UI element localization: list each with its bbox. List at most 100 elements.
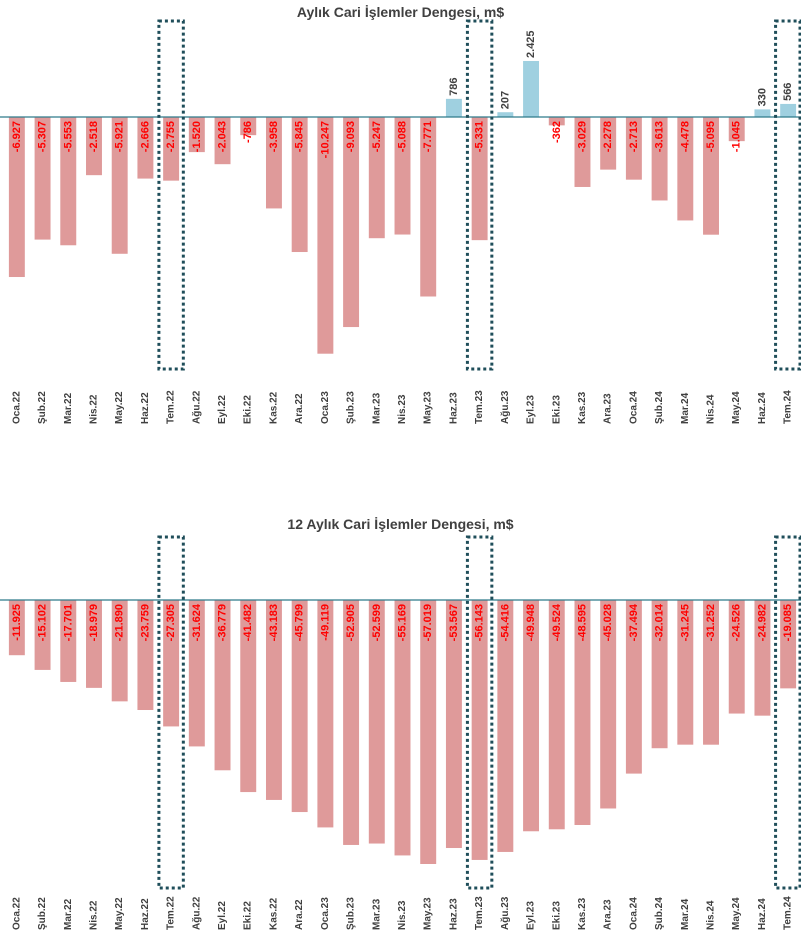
value-label-Kas.23: -3.029 [576,121,588,152]
value-label-Nis.23: -5.088 [397,121,409,152]
bar-Haz.22 [137,600,154,711]
highlight-box-Tem.23 [465,19,494,371]
category-label-Tem.22: Tem.22 [166,390,177,424]
category-label-Oca.24: Oca.24 [628,897,639,930]
rolling-bar-plot: -11.925 -15.102 -17.701 -18.979 -21.890 -23.7… [0,535,801,930]
value-label-Ara.22: -45.799 [294,604,306,641]
category-label-Şub.24: Şub.24 [654,897,665,930]
value-label-Oca.22: -6.927 [11,121,23,152]
bar-Eki.22 [240,117,257,136]
bar-Mar.24 [677,117,694,221]
category-label-Nis.24: Nis.24 [706,900,717,930]
category-label-Ara.22: Ara.22 [294,899,305,930]
bar-Şub.23 [343,117,360,328]
bar-May.22 [111,117,128,254]
highlight-box-Tem.22 [157,19,185,371]
category-label-Haz.22: Haz.22 [140,392,151,424]
category-label-Ağu.22: Ağu.22 [191,896,202,930]
value-label-Şub.23: -52.905 [345,604,357,641]
value-label-Eki.22: -786 [242,121,254,143]
category-label-Tem.23: Tem.23 [474,896,485,930]
value-label-Eyl.22: -2.043 [217,121,229,152]
value-label-Tem.23: -56.143 [474,604,486,641]
bar-Haz.24 [754,109,771,117]
value-label-Nis.22: -2.518 [88,121,100,152]
value-label-Ağu.22: -31.624 [191,603,203,641]
bar-Eyl.23 [523,600,540,832]
value-label-May.23: -57.019 [422,604,434,641]
bar-Kas.22 [265,117,282,209]
value-label-Haz.24: 330 [756,88,768,106]
value-label-Şub.22: -5.307 [37,121,49,152]
category-label-Mar.23: Mar.23 [371,898,382,930]
bar-Şub.22 [34,117,51,240]
value-label-Tem.22: -27.305 [165,604,177,641]
category-label-Mar.22: Mar.22 [63,392,74,424]
category-label-Kas.22: Kas.22 [268,897,279,930]
category-label-Eyl.22: Eyl.22 [217,901,228,930]
bar-Ağu.23 [497,600,514,852]
bar-Nis.23 [394,600,411,856]
category-label-Eyl.23: Eyl.23 [526,901,537,930]
category-label-Haz.24: Haz.24 [757,392,768,424]
value-label-Oca.24: -2.713 [628,121,640,152]
bar-Nis.24 [703,117,719,235]
bar-Nis.23 [394,117,411,235]
category-label-May.22: May.22 [114,897,125,930]
bar-Şub.23 [343,600,360,845]
value-label-Ağu.22: -1.520 [191,121,203,152]
value-label-Tem.22: -2.755 [165,121,177,152]
monthly-bar-plot: -6.927 -5.307 -5.553 -2.518 -5.921 -2.666 -2.7… [0,19,801,424]
value-label-Nis.24: -5.095 [705,121,717,152]
value-label-Şub.23: -9.093 [345,121,357,152]
bar-Mar.23 [368,600,385,844]
bar-Haz.23 [445,600,462,849]
bar-Eki.22 [240,600,257,793]
category-label-Oca.23: Oca.23 [320,391,331,424]
bar-Mar.23 [368,117,385,239]
category-label-Mar.22: Mar.22 [63,898,74,930]
category-label-Nis.22: Nis.22 [88,900,99,930]
category-label-May.23: May.23 [423,391,434,424]
category-label-Eyl.22: Eyl.22 [217,395,228,424]
bar-Tem.22 [163,600,180,727]
bar-May.23 [420,600,437,864]
highlight-box-Tem.22 [157,535,185,890]
value-label-Nis.24: -31.252 [705,604,717,641]
bar-Nis.22 [86,117,102,176]
bar-Eki.23 [548,600,565,830]
value-label-Eyl.23: 2.425 [525,30,537,58]
value-label-May.23: -7.771 [422,121,434,152]
value-label-Eyl.23: -49.948 [525,604,537,641]
value-label-Eki.23: -362 [551,121,563,143]
value-label-May.22: -21.890 [114,604,126,641]
bar-Ara.22 [291,600,308,813]
bar-Mar.24 [677,600,694,745]
value-label-Mar.23: -5.247 [371,121,383,152]
category-label-Ara.22: Ara.22 [294,393,305,424]
value-label-Ara.23: -45.028 [602,604,614,641]
value-label-Tem.24: -19.085 [782,604,794,641]
category-label-Ara.23: Ara.23 [603,899,614,930]
value-label-Eki.23: -49.524 [551,603,563,641]
bar-Tem.22 [163,117,180,181]
category-label-Oca.22: Oca.22 [11,391,22,424]
value-label-Eki.22: -41.482 [242,604,254,641]
bar-Oca.24 [625,117,642,180]
bar-Eyl.23 [523,60,540,117]
value-label-Nis.23: -55.169 [397,604,409,641]
value-label-Ara.23: -2.278 [602,121,614,152]
chart-title: 12 Aylık Cari İşlemler Dengesi, m$ [287,516,514,532]
category-label-Şub.22: Şub.22 [37,897,48,930]
category-label-Nis.22: Nis.22 [88,394,99,424]
category-label-Tem.24: Tem.24 [783,390,794,424]
value-label-Kas.22: -3.958 [268,121,280,152]
highlight-box-Tem.24 [774,535,801,890]
value-label-May.22: -5.921 [114,121,126,152]
category-label-Ağu.23: Ağu.23 [500,390,511,424]
category-label-May.24: May.24 [731,897,742,930]
bar-Kas.22 [265,600,282,800]
bar-Ara.23 [600,600,617,809]
category-label-Oca.22: Oca.22 [11,897,22,930]
bar-Tem.24 [780,600,797,689]
